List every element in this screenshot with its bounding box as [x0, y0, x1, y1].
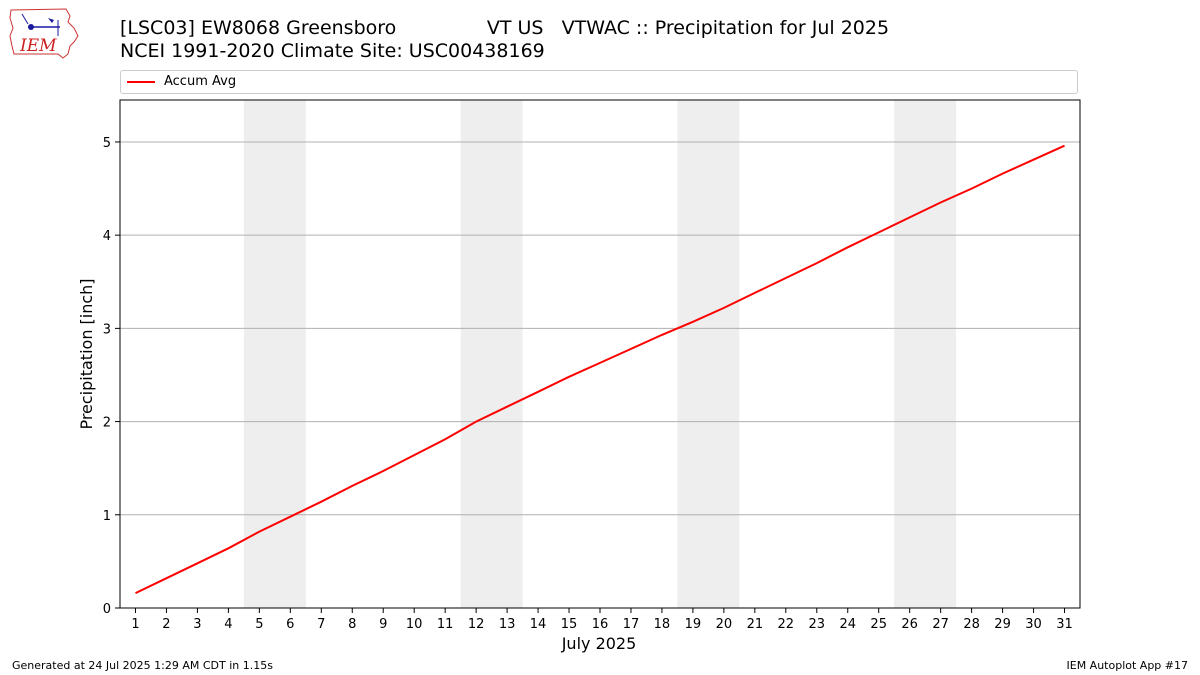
legend-label-accum-avg: Accum Avg: [164, 74, 237, 89]
chart-subtitle: NCEI 1991-2020 Climate Site: USC00438169: [120, 40, 545, 62]
legend: Accum Avg: [120, 70, 1078, 94]
x-tick-label-1: 1: [131, 617, 139, 632]
x-tick-label-28: 28: [963, 617, 980, 632]
x-tick-label-27: 27: [932, 617, 949, 632]
x-tick-label-24: 24: [839, 617, 856, 632]
x-tick-label-31: 31: [1056, 617, 1073, 632]
iowa-outline-icon: [9, 8, 79, 59]
x-tick-label-11: 11: [437, 617, 454, 632]
weekend-band-3: [677, 100, 740, 608]
iem-logo: IEM: [9, 8, 79, 59]
y-tick-label-0: 0: [103, 602, 111, 617]
x-tick-label-21: 21: [747, 617, 764, 632]
x-tick-label-9: 9: [379, 617, 387, 632]
y-tick-label-1: 1: [103, 509, 111, 524]
x-tick-label-5: 5: [255, 617, 263, 632]
x-tick-label-6: 6: [286, 617, 294, 632]
series-line-accum-avg: [135, 144, 1065, 595]
legend-swatch-accum-avg: [127, 81, 155, 83]
x-tick-label-12: 12: [468, 617, 485, 632]
x-tick-label-7: 7: [317, 617, 325, 632]
y-tick-label-4: 4: [103, 229, 111, 244]
y-tick-label-5: 5: [103, 136, 111, 151]
y-tick-label-3: 3: [103, 322, 111, 337]
x-tick-label-17: 17: [623, 617, 640, 632]
x-tick-label-29: 29: [994, 617, 1011, 632]
x-axis-label: July 2025: [561, 634, 637, 653]
x-tick-label-30: 30: [1025, 617, 1042, 632]
x-tick-label-18: 18: [654, 617, 671, 632]
x-tick-label-19: 19: [685, 617, 702, 632]
x-tick-label-10: 10: [406, 617, 423, 632]
weekend-band-2: [460, 100, 523, 608]
x-tick-label-15: 15: [561, 617, 578, 632]
x-tick-label-4: 4: [224, 617, 232, 632]
x-tick-label-20: 20: [716, 617, 733, 632]
x-tick-label-2: 2: [162, 617, 170, 632]
x-tick-label-23: 23: [809, 617, 826, 632]
x-tick-label-3: 3: [193, 617, 201, 632]
x-tick-label-26: 26: [901, 617, 918, 632]
x-tick-label-14: 14: [530, 617, 547, 632]
x-tick-label-8: 8: [348, 617, 356, 632]
x-tick-label-13: 13: [499, 617, 516, 632]
chart-title: [LSC03] EW8068 Greensboro VT US VTWAC ::…: [120, 17, 890, 39]
logo-text: IEM: [19, 36, 57, 56]
footer-generated-text: Generated at 24 Jul 2025 1:29 AM CDT in …: [12, 659, 273, 672]
y-tick-label-2: 2: [103, 416, 111, 431]
weekend-band-4: [894, 100, 957, 608]
y-axis-label: Precipitation [inch]: [77, 278, 96, 429]
weekend-band-1: [243, 100, 306, 608]
x-tick-label-22: 22: [778, 617, 795, 632]
footer-app-text: IEM Autoplot App #17: [1066, 659, 1189, 672]
x-tick-label-25: 25: [870, 617, 887, 632]
plot-frame: [119, 99, 1081, 609]
x-tick-label-16: 16: [592, 617, 609, 632]
